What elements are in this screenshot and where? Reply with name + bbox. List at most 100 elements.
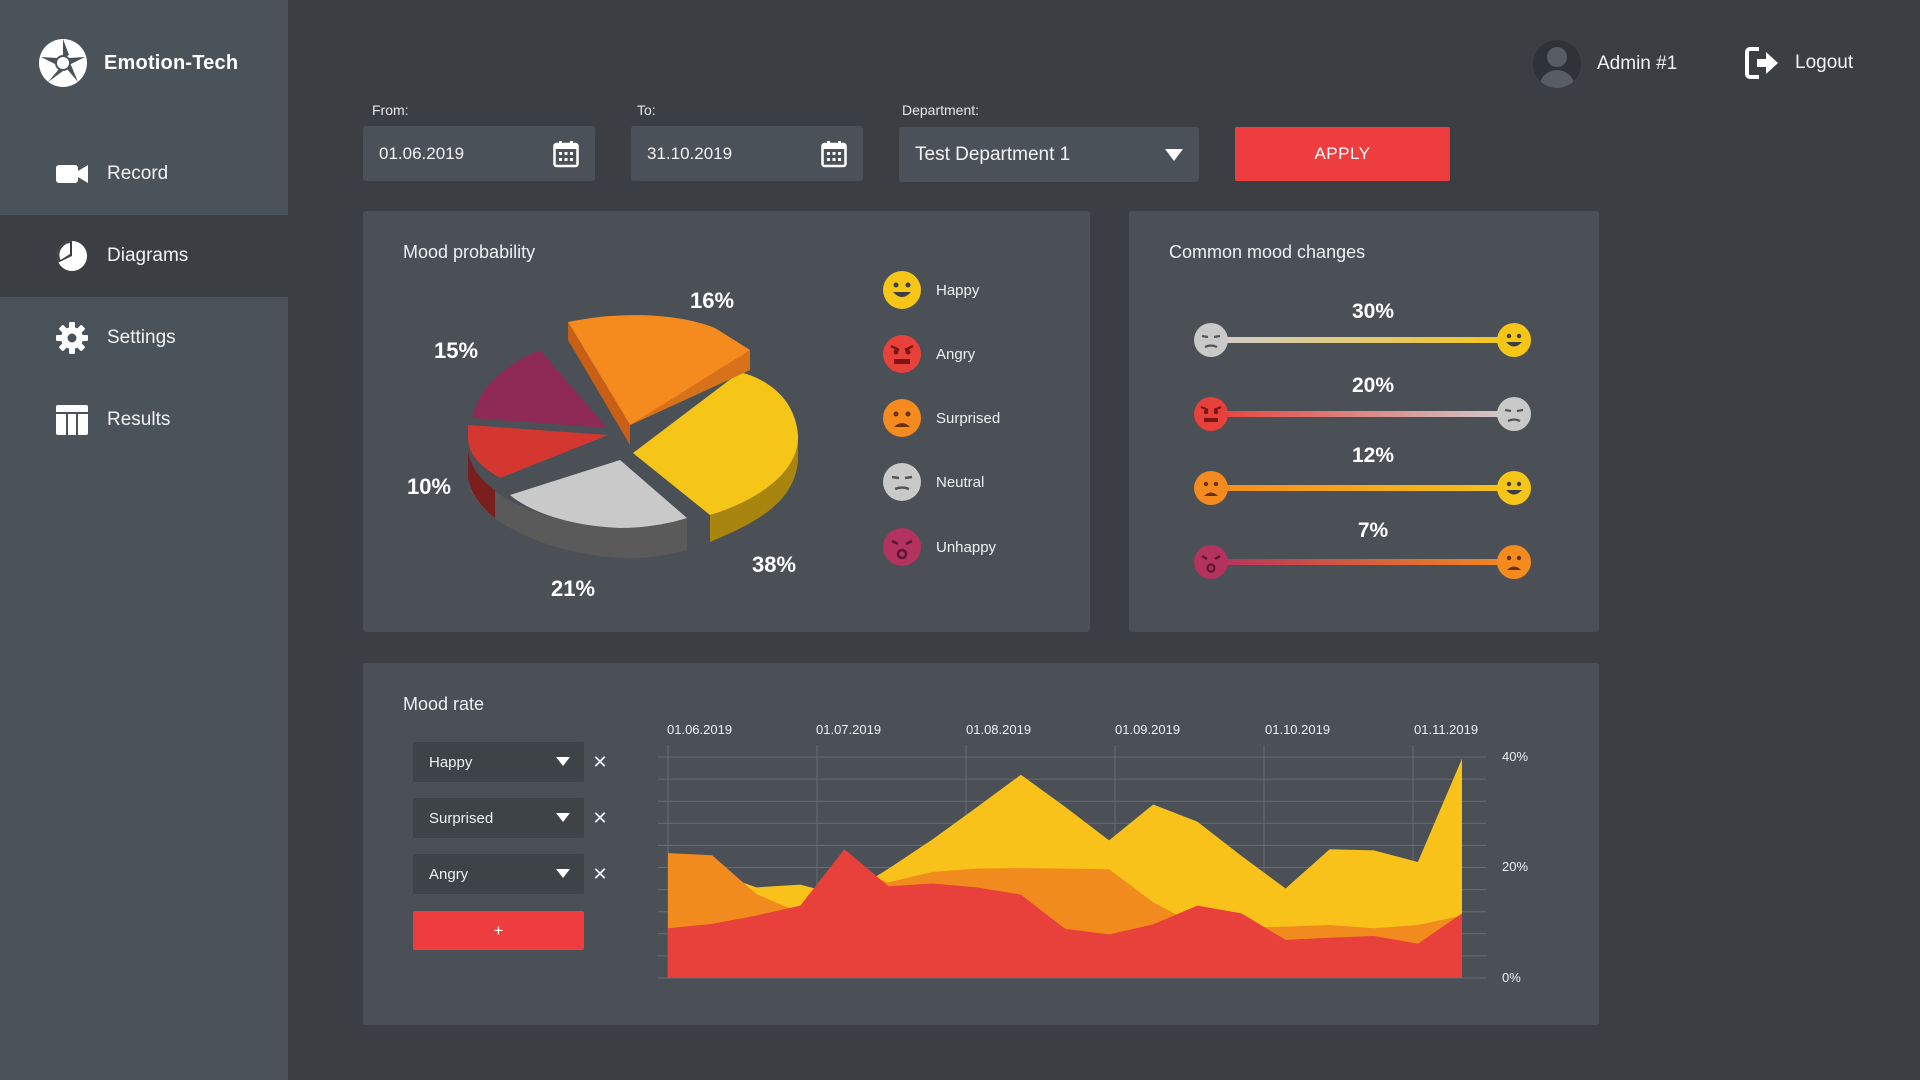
x-tick-label: 01.09.2019 [1115, 722, 1181, 737]
mood-select-value: Happy [429, 753, 473, 771]
mood-select-value: Angry [429, 865, 469, 883]
video-camera-icon [56, 165, 88, 183]
sidebar: Emotion-Tech Record Diagrams [0, 0, 288, 1080]
mood-change-bar [1210, 411, 1516, 417]
department-select[interactable]: Test Department 1 [899, 127, 1199, 182]
mood-pie-chart [468, 315, 799, 559]
sidebar-item-label: Record [107, 163, 169, 184]
x-tick-label: 01.07.2019 [816, 722, 882, 737]
legend-label: Unhappy [936, 538, 997, 556]
legend-item-surprised: Surprised [882, 398, 1000, 438]
legend-item-happy: Happy [882, 270, 979, 310]
unhappy-face-icon [883, 528, 921, 566]
pie-side-walls [468, 435, 798, 559]
logout-label: Logout [1795, 52, 1854, 73]
mood-select-value: Surprised [429, 809, 494, 827]
sidebar-item-results[interactable]: Results [0, 379, 288, 461]
sidebar-item-label: Diagrams [107, 245, 189, 266]
aperture-logo-icon [39, 39, 87, 87]
logout-icon [1745, 47, 1778, 79]
happy-face-icon [1497, 471, 1531, 505]
mood-select[interactable]: Happy [413, 742, 584, 782]
neutral-face-icon [1194, 323, 1228, 357]
pie-label-happy: 38% [752, 552, 797, 577]
y-tick-label: 0% [1502, 970, 1521, 985]
from-date-value: 01.06.2019 [379, 143, 465, 163]
happy-face-icon [1497, 323, 1531, 357]
department-label: Department: [902, 102, 980, 118]
chevron-down-icon [556, 869, 570, 878]
mood-select[interactable]: Surprised [413, 798, 584, 838]
remove-series-button[interactable]: ✕ [592, 752, 608, 772]
x-tick-label: 01.10.2019 [1265, 722, 1331, 737]
pie-slice-neutral [510, 460, 687, 528]
add-series-button[interactable]: + [413, 911, 584, 950]
mood-change-bar [1210, 559, 1516, 565]
pie-label-neutral: 21% [551, 576, 596, 601]
angry-face-icon [1194, 397, 1228, 431]
pie-slice-angry [468, 425, 608, 478]
app-logo[interactable]: Emotion-Tech [38, 38, 238, 88]
sidebar-item-settings[interactable]: Settings [0, 297, 288, 379]
pie-label-surprised: 16% [690, 288, 735, 313]
pie-slice-unhappy [472, 350, 607, 428]
unhappy-face-icon [1194, 545, 1228, 579]
mood-change-value: 7% [1357, 519, 1389, 542]
to-date-field[interactable]: 31.10.2019 [631, 126, 863, 181]
logout-button[interactable]: Logout [1745, 46, 1853, 80]
app-name: Emotion-Tech [104, 51, 239, 74]
user-menu[interactable]: Admin #1 [1533, 40, 1677, 88]
to-label: To: [637, 102, 656, 118]
department-value: Test Department 1 [915, 143, 1071, 165]
sidebar-item-record[interactable]: Record [0, 133, 288, 215]
y-tick-label: 20% [1502, 859, 1529, 874]
legend-label: Neutral [936, 473, 985, 491]
remove-series-button[interactable]: ✕ [592, 864, 608, 884]
chevron-down-icon [556, 757, 570, 766]
x-tick-label: 01.08.2019 [966, 722, 1032, 737]
mood-changes-title: Common mood changes [1169, 242, 1366, 262]
pie-slice-happy [633, 372, 799, 515]
from-date-field[interactable]: 01.06.2019 [363, 126, 595, 181]
mood-change-value: 30% [1351, 300, 1395, 323]
mood-select[interactable]: Angry [413, 854, 584, 894]
avatar [1533, 40, 1581, 88]
neutral-face-icon [883, 463, 921, 501]
chevron-down-icon [556, 813, 570, 822]
legend-label: Surprised [936, 409, 1001, 427]
surprised-face-icon [1194, 471, 1228, 505]
sidebar-nav: Record Diagrams [0, 133, 288, 461]
mood-change-value: 12% [1351, 444, 1395, 467]
x-tick-label: 01.11.2019 [1414, 722, 1479, 737]
y-tick-label: 40% [1502, 749, 1529, 764]
from-label: From: [372, 102, 409, 118]
mood-change-bar [1210, 485, 1516, 491]
pie-label-unhappy: 15% [434, 338, 479, 363]
apply-button[interactable]: APPLY [1235, 127, 1450, 181]
legend-item-unhappy: Unhappy [882, 527, 996, 567]
mood-probability-title: Mood probability [403, 242, 536, 262]
remove-series-button[interactable]: ✕ [592, 808, 608, 828]
mood-rate-title: Mood rate [403, 694, 485, 714]
calendar-icon[interactable] [553, 140, 579, 168]
mood-change-value: 20% [1351, 374, 1395, 397]
sidebar-item-label: Results [107, 409, 171, 430]
angry-face-icon [883, 335, 921, 373]
chevron-down-icon [1165, 148, 1183, 161]
surprised-face-icon [883, 399, 921, 437]
pie-label-angry: 10% [407, 474, 452, 499]
mood-changes-bars [1194, 323, 1531, 579]
sidebar-item-diagrams[interactable]: Diagrams [0, 215, 288, 297]
mood-change-bar [1210, 337, 1516, 343]
to-date-value: 31.10.2019 [647, 143, 733, 163]
area-series-angry [668, 849, 1462, 978]
table-icon [56, 405, 88, 435]
gear-icon [56, 322, 88, 354]
pie-slice-surprised [568, 315, 750, 425]
calendar-icon[interactable] [821, 140, 847, 168]
legend-label: Happy [936, 281, 980, 299]
legend-item-angry: Angry [882, 334, 975, 374]
user-name: Admin #1 [1597, 53, 1678, 74]
legend-item-neutral: Neutral [882, 462, 984, 502]
